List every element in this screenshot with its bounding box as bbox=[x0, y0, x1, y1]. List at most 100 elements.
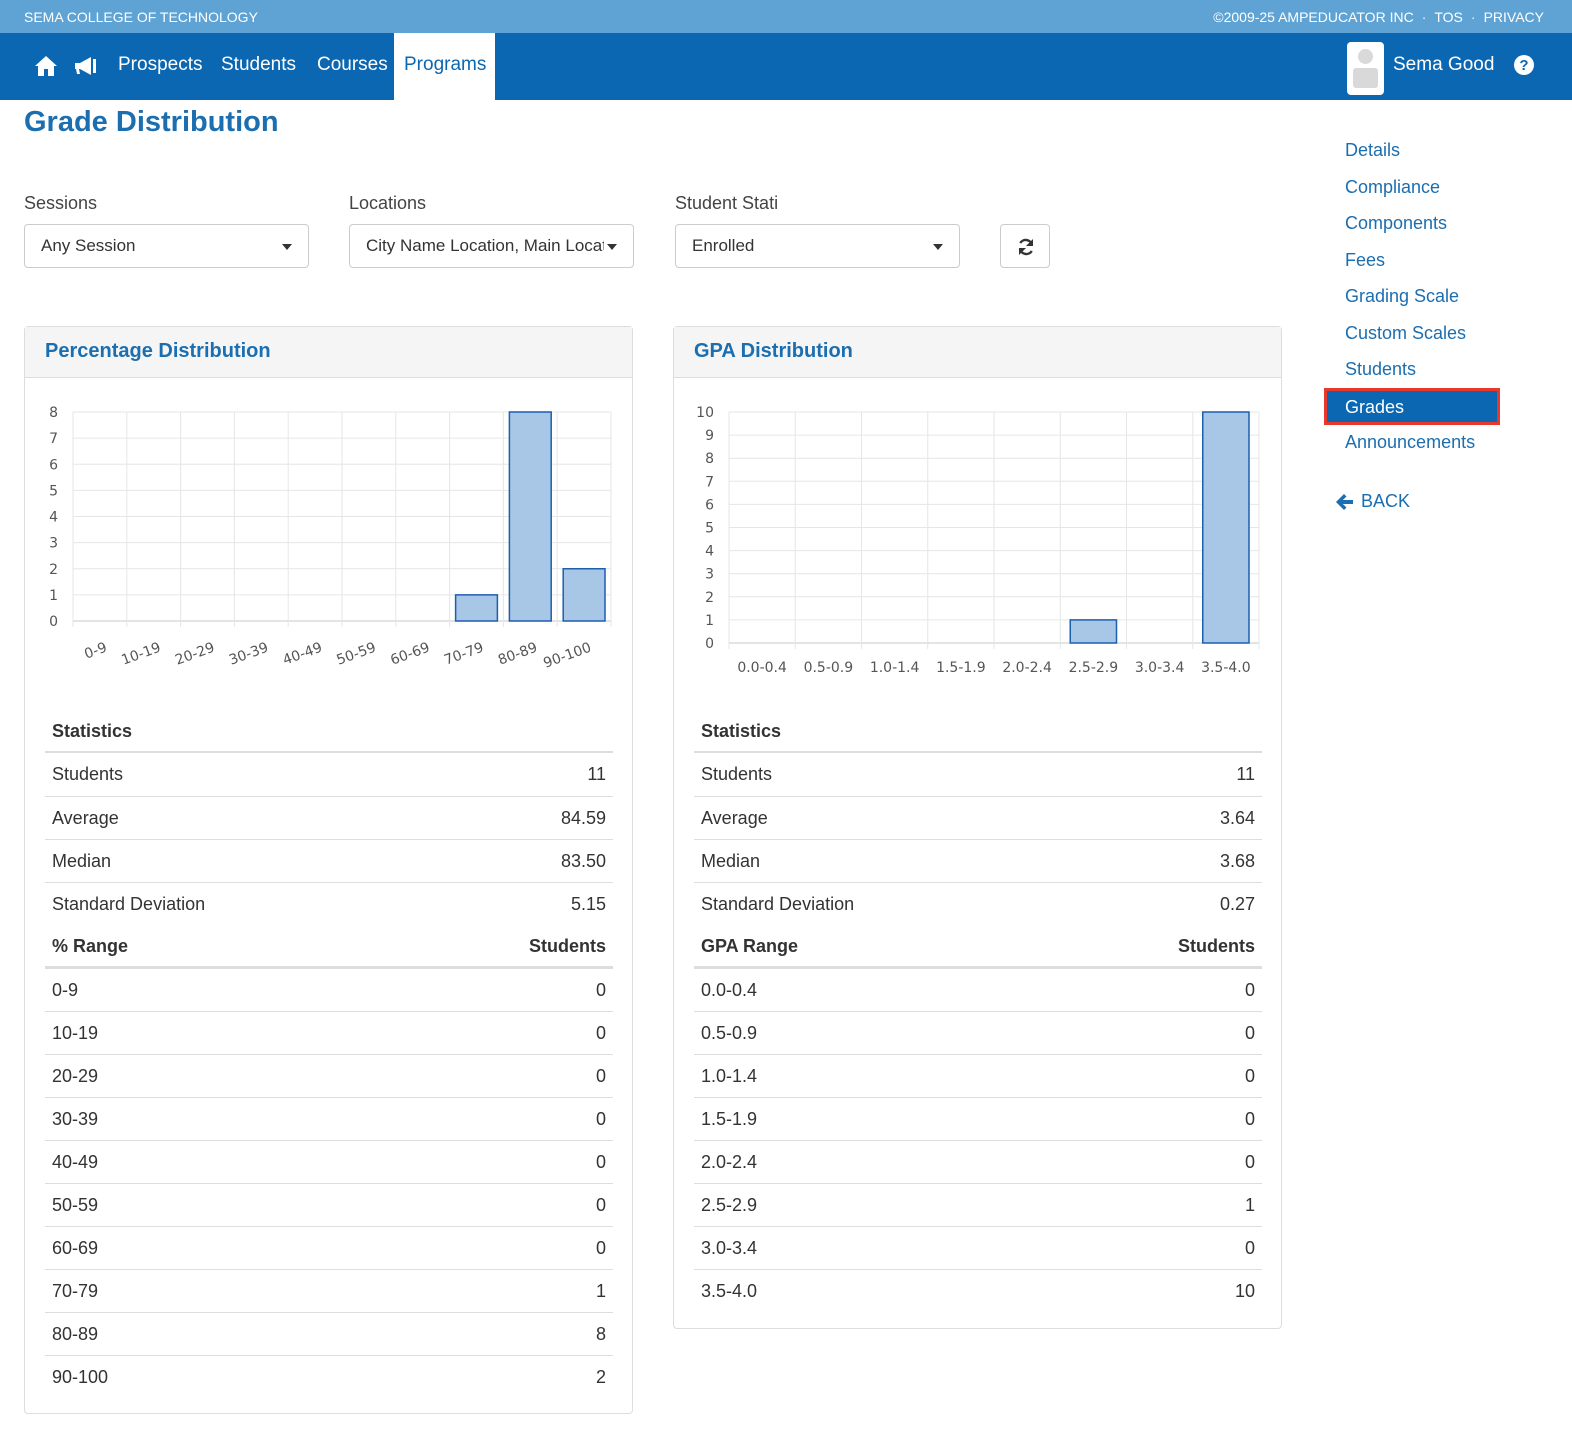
sidenav-compliance[interactable]: Compliance bbox=[1345, 177, 1441, 197]
refresh-button[interactable] bbox=[1000, 224, 1050, 268]
table-row: Students 11 bbox=[694, 753, 1262, 796]
sidenav-components[interactable]: Components bbox=[1345, 213, 1448, 233]
table-row: 30-39 0 bbox=[45, 1097, 613, 1140]
megaphone-icon[interactable] bbox=[72, 53, 98, 79]
y-tick-label: 10 bbox=[696, 405, 714, 421]
privacy-link[interactable]: PRIVACY bbox=[1483, 9, 1544, 25]
y-tick-label: 6 bbox=[49, 457, 58, 473]
range-label: 1.5-1.9 bbox=[701, 1109, 758, 1129]
range-label: 0.0-0.4 bbox=[701, 980, 758, 1000]
y-tick-label: 8 bbox=[49, 405, 58, 421]
stat-name: Standard Deviation bbox=[52, 894, 206, 914]
status-select[interactable]: Enrolled bbox=[675, 224, 960, 268]
stat-value: 84.59 bbox=[560, 808, 606, 828]
separator: · bbox=[1421, 9, 1427, 25]
bar-3.5-4.0 bbox=[1202, 411, 1250, 644]
y-tick-label: 3 bbox=[705, 567, 714, 583]
sidenav-grading-scale[interactable]: Grading Scale bbox=[1345, 286, 1460, 306]
sessions-select[interactable]: Any Session bbox=[24, 224, 309, 268]
locations-label: Locations bbox=[349, 193, 427, 213]
range-label: 70-79 bbox=[52, 1281, 99, 1301]
y-tick-label: 1 bbox=[49, 588, 58, 604]
chevron-down-icon bbox=[607, 244, 617, 250]
nav-programs[interactable]: Programs bbox=[394, 33, 495, 100]
x-tick-label: 70-79 bbox=[442, 640, 486, 669]
y-tick-label: 8 bbox=[705, 451, 714, 467]
top-strip: SEMA COLLEGE OF TECHNOLOGY ©2009-25 AMPE… bbox=[0, 0, 1572, 33]
percentage-panel-title: Percentage Distribution bbox=[25, 327, 632, 378]
locations-value: City Name Location, Main Location bbox=[366, 236, 604, 255]
stat-value: 11 bbox=[1236, 764, 1255, 784]
range-label: 80-89 bbox=[52, 1324, 99, 1344]
x-tick-label: 0.0-0.4 bbox=[737, 660, 787, 676]
avatar[interactable] bbox=[1347, 42, 1384, 95]
range-label: 2.5-2.9 bbox=[701, 1195, 758, 1215]
y-tick-label: 0 bbox=[49, 614, 58, 630]
chevron-down-icon bbox=[282, 244, 292, 250]
range-count: 0 bbox=[595, 1066, 606, 1086]
table-row: 40-49 0 bbox=[45, 1140, 613, 1183]
range-count: 0 bbox=[1244, 980, 1255, 1000]
x-tick-label: 40-49 bbox=[281, 640, 325, 669]
table-row: Standard Deviation 0.27 bbox=[694, 882, 1262, 925]
sidenav-fees[interactable]: Fees bbox=[1345, 250, 1386, 270]
stat-name: Standard Deviation bbox=[701, 894, 855, 914]
gpa-chart: 0 1 2 3 4 5 6 7 8 9 10 0.0-0.4 0.5-0.9 1.0-1.4 1.5-1.9… bbox=[674, 378, 1281, 718]
range-count: 0 bbox=[595, 1023, 606, 1043]
nav-students[interactable]: Students bbox=[221, 54, 296, 75]
table-row: 60-69 0 bbox=[45, 1226, 613, 1269]
page-title: Grade Distribution bbox=[24, 106, 279, 138]
stat-name: Average bbox=[701, 808, 768, 828]
count-header: Students bbox=[528, 936, 606, 956]
y-tick-label: 4 bbox=[705, 544, 714, 560]
nav-prospects[interactable]: Prospects bbox=[118, 54, 203, 75]
stats-header-row: Statistics bbox=[45, 710, 613, 753]
y-tick-label: 7 bbox=[705, 474, 714, 490]
locations-select[interactable]: City Name Location, Main Location bbox=[349, 224, 634, 268]
range-label: 3.5-4.0 bbox=[701, 1281, 758, 1301]
sidenav-announcements[interactable]: Announcements bbox=[1345, 432, 1476, 452]
stats-header-row: Statistics bbox=[694, 710, 1262, 753]
sidenav-grades-label: Grades bbox=[1345, 397, 1405, 417]
table-row: 0.5-0.9 0 bbox=[694, 1011, 1262, 1054]
range-label: 0-9 bbox=[52, 980, 79, 1000]
x-tick-label: 60-69 bbox=[388, 640, 432, 669]
y-tick-label: 5 bbox=[49, 483, 58, 499]
arrow-left-icon bbox=[1336, 494, 1353, 510]
range-count: 0 bbox=[1244, 1238, 1255, 1258]
range-label: 30-39 bbox=[52, 1109, 99, 1129]
count-header: Students bbox=[1177, 936, 1255, 956]
range-label: 20-29 bbox=[52, 1066, 99, 1086]
nav-courses[interactable]: Courses bbox=[317, 54, 388, 75]
back-label: BACK bbox=[1361, 491, 1411, 511]
x-tick-label: 0-9 bbox=[82, 640, 109, 663]
tos-link[interactable]: TOS bbox=[1434, 9, 1463, 25]
home-icon[interactable] bbox=[33, 53, 59, 79]
refresh-icon bbox=[1018, 238, 1034, 256]
range-count: 0 bbox=[1244, 1023, 1255, 1043]
sidenav-custom-scales[interactable]: Custom Scales bbox=[1345, 323, 1467, 343]
range-header-row: % Range Students bbox=[45, 925, 613, 968]
sidenav-students[interactable]: Students bbox=[1345, 359, 1417, 379]
range-count: 0 bbox=[1244, 1152, 1255, 1172]
table-row: 1.0-1.4 0 bbox=[694, 1054, 1262, 1097]
status-value: Enrolled bbox=[692, 236, 755, 255]
y-tick-label: 6 bbox=[705, 497, 714, 513]
sidenav-details[interactable]: Details bbox=[1345, 140, 1401, 160]
x-tick-label: 2.0-2.4 bbox=[1002, 660, 1052, 676]
range-label: 50-59 bbox=[52, 1195, 99, 1215]
range-count: 0 bbox=[1244, 1066, 1255, 1086]
range-header: % Range bbox=[52, 936, 129, 956]
y-tick-label: 0 bbox=[705, 636, 714, 652]
sidenav-grades[interactable]: Grades bbox=[1324, 388, 1500, 425]
y-tick-label: 7 bbox=[49, 431, 58, 447]
x-tick-label: 20-29 bbox=[173, 640, 217, 669]
stats-header: Statistics bbox=[52, 721, 133, 741]
help-icon[interactable]: ? bbox=[1513, 54, 1535, 76]
x-tick-label: 3.5-4.0 bbox=[1201, 660, 1251, 676]
stats-header: Statistics bbox=[701, 721, 782, 741]
svg-text:?: ? bbox=[1519, 57, 1528, 74]
user-name[interactable]: Sema Good bbox=[1393, 54, 1495, 75]
x-tick-label: 30-39 bbox=[227, 640, 271, 669]
range-label: 60-69 bbox=[52, 1238, 99, 1258]
